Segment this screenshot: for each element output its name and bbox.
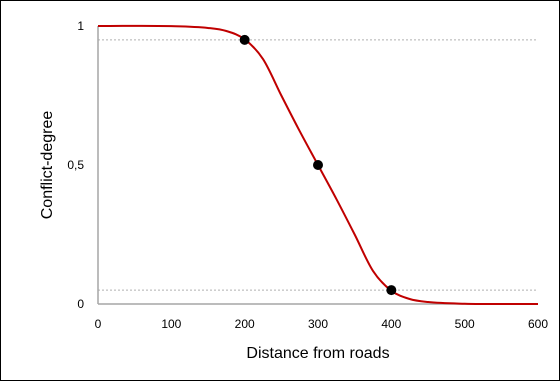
y-axis-label: Conflict-degree: [39, 111, 56, 220]
y-tick-labels: 00,51: [67, 19, 84, 311]
x-tick-label: 200: [235, 317, 255, 331]
y-tick-label: 0: [77, 297, 84, 311]
data-points: [239, 34, 397, 296]
y-tick-label: 0,5: [67, 158, 84, 172]
data-point: [313, 160, 323, 170]
data-point: [386, 285, 397, 296]
x-tick-labels: 0 100 200 300 400 500 600: [95, 317, 549, 331]
x-tick-label: 400: [381, 317, 401, 331]
x-tick-label: 100: [161, 317, 181, 331]
data-point: [239, 34, 250, 45]
x-axis-label: Distance from roads: [246, 345, 389, 362]
x-tick-label: 600: [528, 317, 548, 331]
reference-lines: [98, 39, 538, 291]
y-tick-label: 1: [77, 19, 84, 33]
x-tick-label: 0: [95, 317, 102, 331]
x-tick-label: 500: [455, 317, 475, 331]
x-tick-label: 300: [308, 317, 328, 331]
